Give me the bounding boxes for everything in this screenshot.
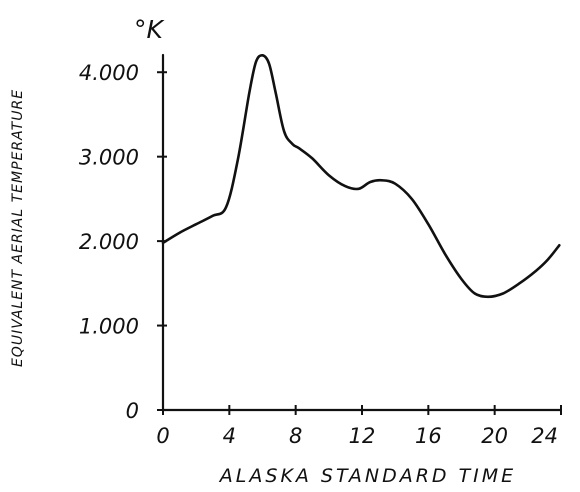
series-group [161,53,561,299]
unit-label: °K [134,15,166,44]
y-axis-title: EQUIVALENT AERIAL TEMPERATURE [10,89,26,367]
x-tick-label: 8 [289,424,302,448]
x-ticks: 0 4 8 12 16 20 24 [156,405,562,448]
y-tick-label: 4.000 [79,61,139,85]
x-tick-label: 0 [156,424,169,448]
x-tick-label: 20 [481,424,508,448]
x-tick-label: 4 [223,424,236,448]
x-axis-title: ALASKA STANDARD TIME [218,465,516,487]
x-tick-label: 16 [415,424,442,448]
y-tick-label: 3.000 [79,146,139,170]
x-tick-label: 24 [531,424,558,448]
y-tick-label: 1.000 [79,315,139,339]
y-tick-label: 2.000 [79,230,139,254]
y-ticks: 0 1.000 2.000 3.000 4.000 [79,61,167,423]
series-line [161,53,561,299]
x-tick-label: 12 [349,424,376,448]
y-tick-label: 0 [126,399,139,423]
